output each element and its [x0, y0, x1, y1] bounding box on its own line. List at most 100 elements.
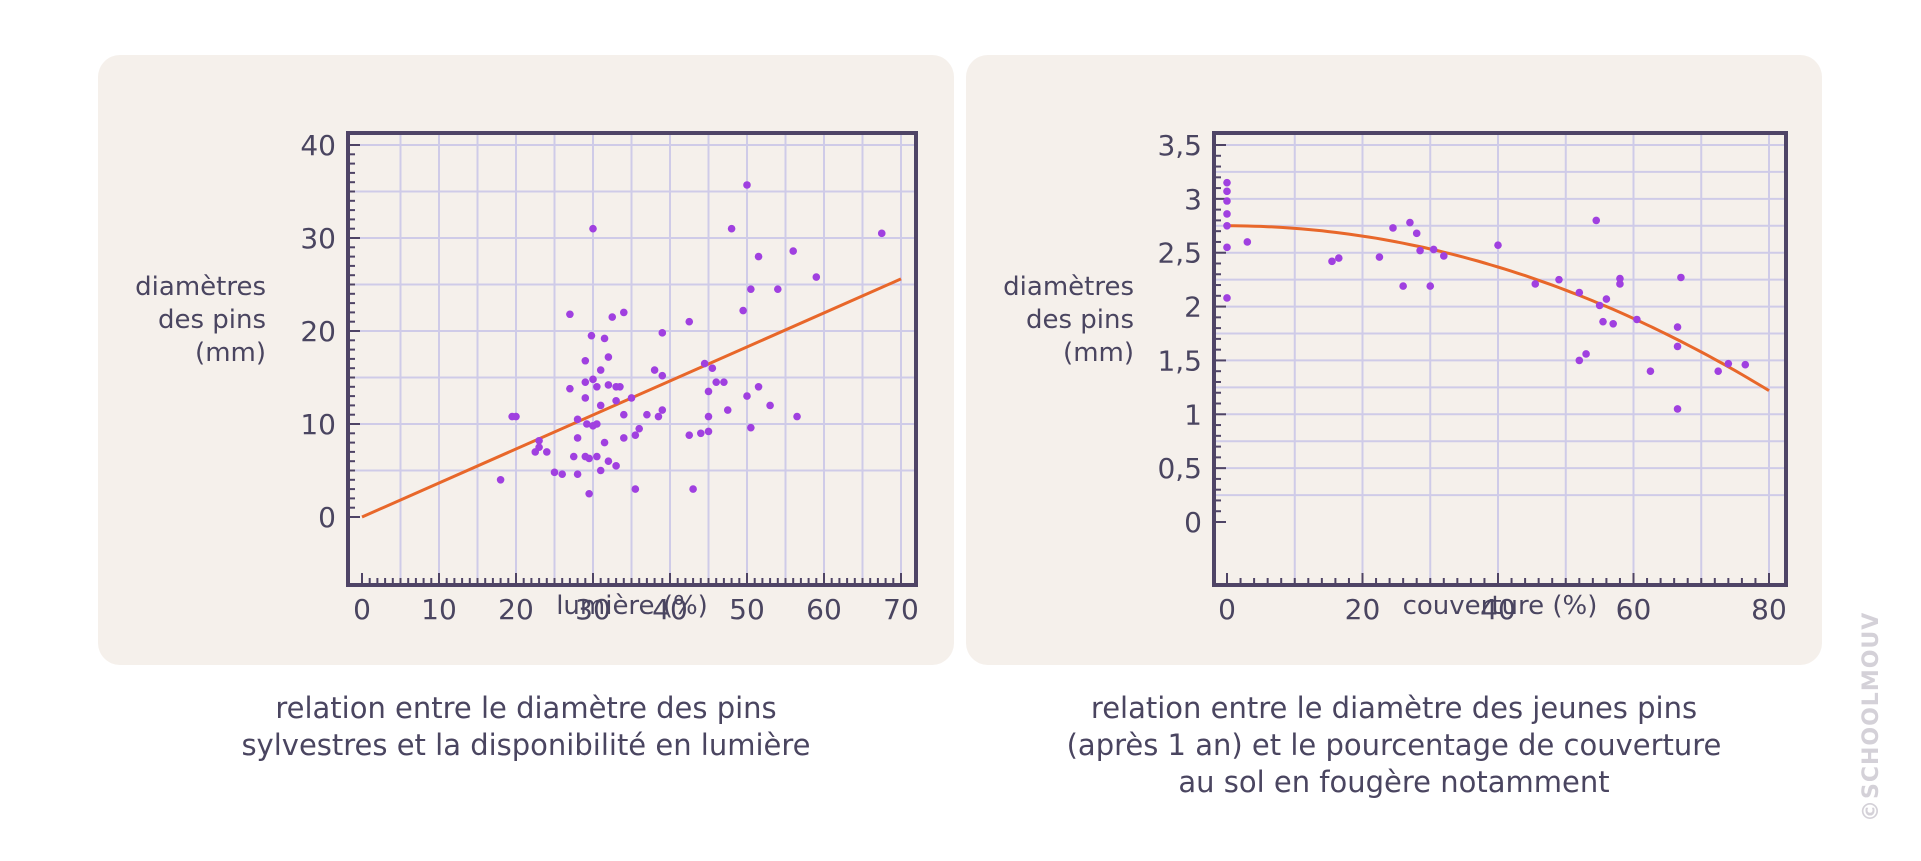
- data-point: [543, 448, 551, 456]
- data-point: [1575, 288, 1584, 297]
- y-axis-label-line: diamètres: [135, 272, 266, 302]
- data-point: [1429, 245, 1438, 254]
- data-point: [658, 406, 667, 414]
- data-point: [1714, 367, 1722, 376]
- data-point: [573, 470, 582, 479]
- data-point: [708, 364, 717, 373]
- data-point: [620, 308, 628, 317]
- data-point: [1602, 295, 1611, 303]
- x-tick-label: 80: [1751, 593, 1787, 626]
- data-point: [512, 412, 520, 421]
- data-point: [535, 443, 543, 452]
- x-tick-label: 30: [575, 593, 611, 626]
- data-point: [1389, 224, 1397, 232]
- data-point: [1243, 238, 1252, 246]
- x-tick-label: 60: [806, 593, 842, 626]
- caption-line: relation entre le diamètre des pins: [275, 691, 777, 725]
- data-point: [1646, 367, 1655, 376]
- data-point: [604, 353, 613, 361]
- data-point: [1575, 356, 1584, 365]
- data-point: [600, 438, 609, 447]
- data-point: [747, 423, 755, 432]
- y-tick-label: 3: [1184, 183, 1202, 216]
- data-point: [587, 331, 596, 340]
- data-point: [1673, 405, 1682, 413]
- y-axis-label-line: (mm): [1063, 338, 1134, 368]
- data-point: [604, 457, 613, 466]
- data-point: [1494, 241, 1502, 249]
- y-axis-label-line: (mm): [195, 338, 266, 368]
- y-tick-label: 3,5: [1157, 129, 1202, 162]
- x-tick-label: 0: [353, 593, 371, 626]
- y-tick-label: 40: [300, 129, 336, 162]
- y-tick-label: 30: [300, 222, 336, 255]
- data-point: [643, 410, 651, 419]
- data-point: [612, 462, 620, 470]
- data-point: [793, 412, 801, 421]
- y-tick-label: 1,5: [1157, 344, 1202, 377]
- y-tick-label: 2,5: [1157, 237, 1202, 270]
- gridlines: [1214, 133, 1786, 585]
- data-point: [754, 383, 763, 391]
- data-point: [704, 412, 713, 421]
- y-tick-label: 10: [300, 408, 336, 441]
- data-point: [1223, 187, 1231, 196]
- schoolmouv-watermark: ©SCHOOLMOUV: [1859, 612, 1884, 822]
- data-point: [1616, 280, 1624, 288]
- data-point: [635, 424, 643, 433]
- x-axis-label: couverture (%): [1403, 591, 1598, 621]
- data-point: [1223, 221, 1231, 230]
- plot-frame: [346, 131, 918, 587]
- tick-labels: 0 10 20 30 40 50 60 70 0 10 20 30 40: [300, 129, 918, 626]
- data-point: [581, 378, 590, 386]
- data-point: [1223, 178, 1231, 187]
- data-point: [689, 485, 697, 493]
- plot-frame: [1212, 131, 1788, 587]
- data-point: [1724, 359, 1733, 368]
- watermark-text: ©SCHOOLMOUV: [1859, 612, 1884, 822]
- data-point: [581, 356, 590, 365]
- data-point: [496, 476, 505, 484]
- data-point: [1223, 294, 1231, 302]
- data-point: [1223, 197, 1231, 205]
- data-points: [496, 181, 886, 498]
- data-point: [589, 375, 597, 384]
- data-point: [754, 252, 763, 261]
- caption-line: (après 1 an) et le pourcentage de couver…: [1066, 728, 1722, 762]
- data-point: [589, 224, 597, 233]
- data-point: [712, 378, 720, 386]
- data-point: [581, 394, 590, 402]
- data-point: [1426, 282, 1435, 290]
- data-point: [1334, 254, 1343, 262]
- caption-line: sylvestres et la disponibilité en lumièr…: [241, 728, 811, 762]
- data-point: [585, 489, 593, 498]
- x-tick-label: 20: [498, 593, 534, 626]
- data-point: [604, 381, 613, 389]
- y-axis-label-line: des pins: [158, 305, 266, 335]
- data-point: [566, 384, 574, 393]
- caption-line: au sol en fougère notamment: [1178, 765, 1610, 799]
- data-point: [566, 310, 574, 319]
- data-point: [1633, 315, 1641, 324]
- data-point: [593, 452, 601, 461]
- data-point: [877, 229, 886, 238]
- x-tick-label: 10: [421, 593, 457, 626]
- data-point: [789, 247, 797, 255]
- data-point: [727, 224, 736, 233]
- data-point: [747, 285, 755, 293]
- gridlines: [348, 133, 916, 585]
- data-point: [650, 366, 659, 374]
- data-point: [558, 470, 566, 479]
- data-point: [1406, 218, 1414, 227]
- y-tick-label: 0: [1184, 506, 1202, 539]
- data-point: [620, 434, 628, 442]
- data-point: [766, 401, 774, 410]
- data-point: [685, 317, 694, 326]
- x-axis-label: lumière (%): [556, 591, 708, 621]
- data-point: [631, 485, 640, 493]
- data-point: [739, 306, 747, 315]
- data-point: [1595, 301, 1604, 310]
